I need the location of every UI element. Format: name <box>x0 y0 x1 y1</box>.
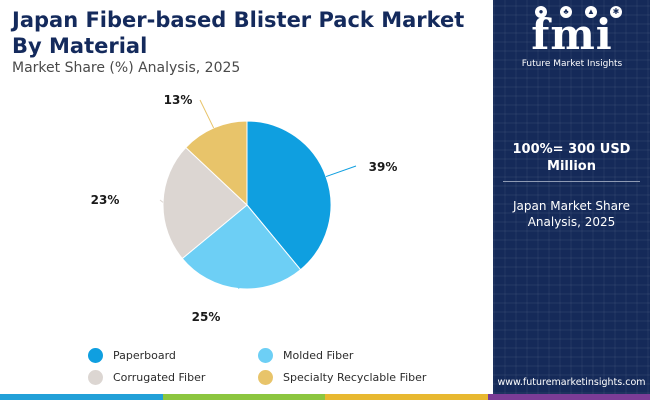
total-market-value: 100%= 300 USD Million <box>493 141 650 175</box>
region-analysis-line-2: Analysis, 2025 <box>527 215 616 229</box>
data-label-paperboard: 39% <box>369 160 398 174</box>
bottom-bar-segment-4 <box>487 394 650 400</box>
leader-line-molded-fiber <box>236 285 240 289</box>
legend-item-corrugated-fiber: Corrugated Fiber <box>88 368 205 386</box>
legend-item-paperboard: Paperboard <box>88 346 176 364</box>
chart-title-line-2: By Material <box>12 34 148 58</box>
legend-label-paperboard: Paperboard <box>113 348 176 362</box>
sidebar-divider <box>503 181 640 182</box>
bottom-bar-segment-3 <box>325 394 488 400</box>
total-market-value-line-2: Million <box>547 159 596 174</box>
logo-gear-icon: ✱ <box>610 6 622 18</box>
legend-swatch-molded-fiber <box>258 347 273 363</box>
legend-item-specialty-recyclable-fiber: Specialty Recyclable Fiber <box>258 368 426 386</box>
bottom-bar-segment-2 <box>162 394 325 400</box>
website-url: www.futuremarketinsights.com <box>497 377 646 388</box>
legend-swatch-paperboard <box>88 347 103 363</box>
bottom-bar-segment-1 <box>0 394 163 400</box>
region-analysis-label: Japan Market Share Analysis, 2025 <box>493 198 650 230</box>
data-label-specialty-recyclable-fiber: 13% <box>164 93 193 107</box>
sidebar-panel: ● ♣ ▲ ✱ fmi Future Market Insights 100%=… <box>493 0 650 394</box>
bottom-color-bar <box>0 394 650 400</box>
legend-swatch-specialty-recyclable-fiber <box>258 369 273 385</box>
logo-flask-icon: ▲ <box>585 6 597 18</box>
leader-line-corrugated-fiber <box>159 199 164 203</box>
logo-text: fmi <box>531 10 613 59</box>
leader-line-specialty-recyclable-fiber <box>199 99 215 129</box>
company-logo: ● ♣ ▲ ✱ fmi Future Market Insights <box>507 6 637 72</box>
chart-title-line-1: Japan Fiber-based Blister Pack Market <box>12 8 465 32</box>
logo-caption: Future Market Insights <box>521 59 623 69</box>
pie-slice-specialty-recyclable-fiber <box>185 120 248 207</box>
data-label-molded-fiber: 25% <box>192 310 221 324</box>
data-label-corrugated-fiber: 23% <box>91 193 120 207</box>
legend-swatch-corrugated-fiber <box>88 369 103 385</box>
total-market-value-line-1: 100%= 300 USD <box>512 142 631 157</box>
sidebar-background-pattern <box>493 0 650 394</box>
pie-slice-corrugated-fiber <box>162 146 248 260</box>
pie-slice-paperboard <box>246 120 332 271</box>
legend-label-corrugated-fiber: Corrugated Fiber <box>113 370 206 384</box>
region-analysis-line-1: Japan Market Share <box>513 199 630 213</box>
chart-subtitle: Market Share (%) Analysis, 2025 <box>12 60 241 76</box>
legend-label-molded-fiber: Molded Fiber <box>283 348 354 362</box>
logo-leaf-icon: ♣ <box>560 6 572 18</box>
pie-chart: 39% 25% 23% 13% <box>91 93 398 324</box>
logo-globe-icon: ● <box>535 6 547 18</box>
legend-item-molded-fiber: Molded Fiber <box>258 346 353 364</box>
legend-label-specialty-recyclable-fiber: Specialty Recyclable Fiber <box>283 370 427 384</box>
leader-line-paperboard <box>325 165 357 178</box>
logo-icons: ● ♣ ▲ ✱ <box>535 6 625 20</box>
chart-title: Japan Fiber-based Blister Pack Market By… <box>12 7 482 59</box>
chart-legend: Paperboard Molded Fiber Corrugated Fiber… <box>88 346 468 386</box>
